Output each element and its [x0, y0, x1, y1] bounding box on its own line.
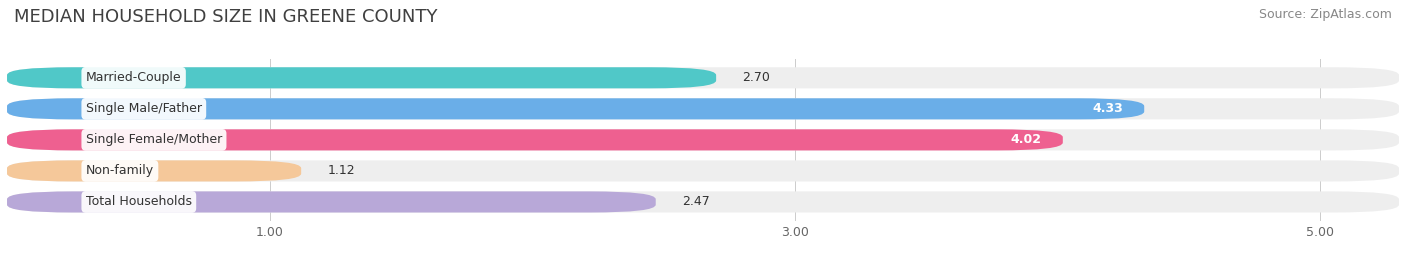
Text: 2.47: 2.47: [682, 196, 710, 208]
Text: Single Female/Mother: Single Female/Mother: [86, 133, 222, 146]
FancyBboxPatch shape: [7, 98, 1144, 119]
Text: 1.12: 1.12: [328, 164, 356, 178]
Text: Source: ZipAtlas.com: Source: ZipAtlas.com: [1258, 8, 1392, 21]
Text: 2.70: 2.70: [742, 71, 770, 84]
FancyBboxPatch shape: [7, 129, 1399, 150]
Text: MEDIAN HOUSEHOLD SIZE IN GREENE COUNTY: MEDIAN HOUSEHOLD SIZE IN GREENE COUNTY: [14, 8, 437, 26]
FancyBboxPatch shape: [7, 129, 1063, 150]
Text: 4.02: 4.02: [1011, 133, 1042, 146]
FancyBboxPatch shape: [7, 192, 1399, 213]
FancyBboxPatch shape: [7, 67, 716, 88]
FancyBboxPatch shape: [7, 192, 655, 213]
FancyBboxPatch shape: [7, 160, 301, 182]
FancyBboxPatch shape: [7, 98, 1399, 119]
FancyBboxPatch shape: [7, 160, 1399, 182]
FancyBboxPatch shape: [7, 67, 1399, 88]
Text: Total Households: Total Households: [86, 196, 191, 208]
Text: Married-Couple: Married-Couple: [86, 71, 181, 84]
Text: Non-family: Non-family: [86, 164, 153, 178]
Text: Single Male/Father: Single Male/Father: [86, 102, 202, 115]
Text: 4.33: 4.33: [1092, 102, 1123, 115]
